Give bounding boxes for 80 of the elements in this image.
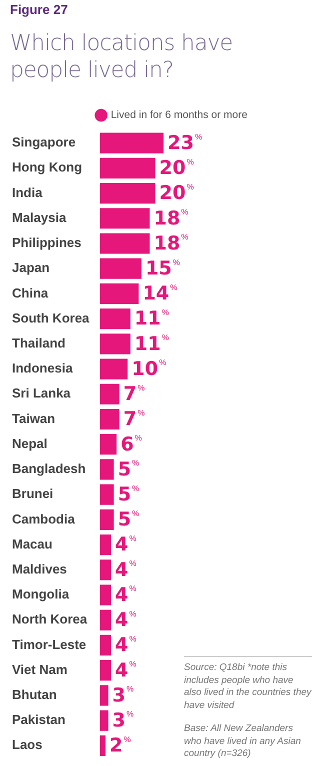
data-label: 4% (115, 634, 136, 656)
data-label: 15% (145, 258, 180, 280)
chart-title: Which locations have people lived in? (10, 30, 234, 84)
data-label: 4% (115, 558, 136, 581)
bar (100, 685, 108, 706)
bar (100, 384, 120, 404)
bar (100, 634, 112, 656)
data-label: 4% (115, 659, 136, 682)
bar (100, 258, 142, 279)
bar (100, 459, 114, 480)
data-label: 3% (112, 709, 134, 732)
y-tick-label: Cambodia (12, 511, 76, 526)
bar (100, 208, 150, 229)
bar (100, 158, 156, 178)
data-label: 20% (159, 157, 194, 180)
bar (100, 132, 164, 154)
y-tick-label: India (12, 184, 44, 200)
bar (100, 610, 112, 630)
data-label: 5% (118, 508, 140, 531)
source-note: Source: Q18bi *note this includes people who have also lived in the countries they have visited (184, 656, 312, 712)
data-label: 6% (120, 433, 142, 456)
y-tick-label: Taiwan (12, 410, 56, 426)
bar (100, 560, 112, 580)
bar (100, 308, 130, 330)
data-label: 18% (154, 207, 188, 230)
data-label: 4% (115, 584, 136, 606)
data-label: 4% (115, 609, 136, 632)
data-label: 5% (118, 484, 140, 506)
data-label: 3% (112, 684, 134, 706)
data-label: 5% (118, 458, 140, 480)
y-tick-label: Indonesia (12, 360, 74, 376)
bar (100, 584, 112, 606)
y-tick-label: Bangladesh (12, 461, 86, 476)
y-tick-label: Japan (12, 260, 50, 276)
bar (100, 434, 117, 455)
y-tick-label: Mongolia (12, 586, 70, 602)
bar (100, 233, 150, 254)
bar (100, 735, 106, 756)
y-tick-label: Laos (12, 737, 42, 752)
y-tick-label: North Korea (12, 612, 88, 627)
bar (100, 534, 112, 556)
bar (100, 509, 114, 530)
y-tick-label: Singapore (12, 134, 76, 150)
y-tick-label: Bhutan (12, 687, 57, 702)
data-label: 20% (159, 182, 194, 204)
y-tick-label: Timor-Leste (12, 636, 86, 652)
y-tick-label: Sri Lanka (12, 386, 72, 401)
y-tick-label: Hong Kong (12, 160, 82, 175)
bar (100, 182, 156, 204)
y-tick-label: South Korea (12, 310, 90, 326)
y-tick-label: Malaysia (12, 210, 67, 225)
bar (100, 660, 112, 681)
data-label: 2% (110, 734, 131, 757)
y-tick-label: Brunei (12, 486, 54, 502)
data-label: 10% (132, 358, 166, 380)
y-tick-label: Viet Nam (12, 662, 68, 677)
bar (100, 334, 130, 354)
legend-label: Lived in for 6 months or more (110, 109, 248, 122)
y-tick-label: Macau (12, 536, 53, 552)
y-tick-label: Thailand (12, 335, 66, 350)
y-tick-label: China (12, 285, 49, 300)
text: Base: All New Zealanders who have lived in any Asian country (n=326) (184, 723, 302, 761)
bar (100, 710, 108, 731)
y-tick-label: Philippines (12, 235, 82, 250)
data-label: 11% (134, 308, 169, 330)
data-label: 18% (154, 232, 188, 254)
y-tick-label: Maldives (12, 561, 67, 576)
bar (100, 283, 139, 304)
bar (100, 408, 120, 430)
bar (100, 484, 114, 505)
data-label: 7% (123, 408, 145, 430)
data-label: 23% (168, 132, 202, 154)
y-tick-label: Pakistan (12, 712, 66, 728)
data-label: 7% (123, 383, 145, 406)
data-label: 11% (134, 332, 169, 355)
data-label: 4% (115, 534, 136, 556)
y-tick-label: Nepal (12, 436, 48, 451)
data-label: 14% (142, 282, 178, 305)
caption: Figure 27 (10, 2, 68, 17)
bar (100, 358, 128, 380)
